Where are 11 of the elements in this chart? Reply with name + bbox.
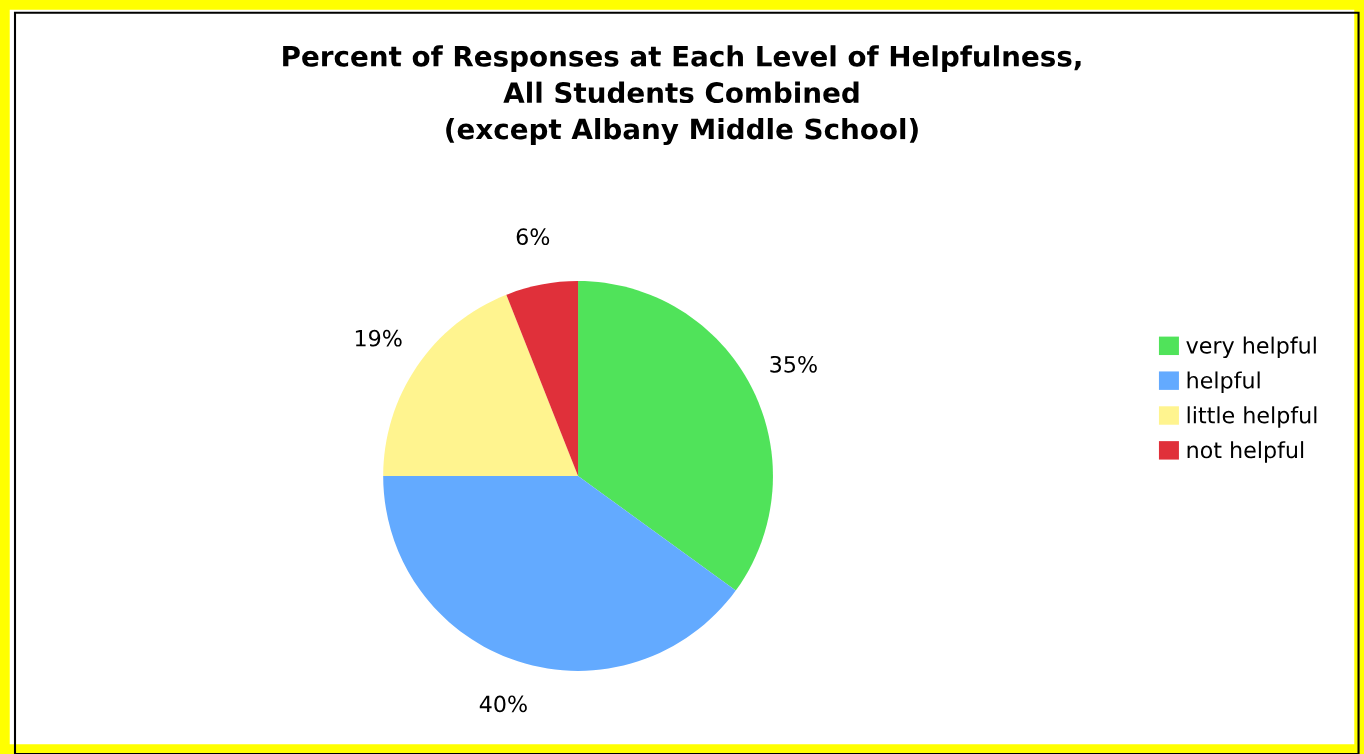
data-label: 6% — [516, 228, 550, 246]
legend-label: very helpful — [1186, 336, 1316, 359]
chart-title: Percent of Responses at Each Level of Helpfulness, All Students Combined (except Albany Middle School) — [283, 45, 1081, 146]
pie-slice — [383, 476, 736, 671]
legend-label: not helpful — [1187, 441, 1304, 463]
data-label: 19% — [355, 329, 402, 347]
data-label: 35% — [770, 355, 817, 373]
legend-label: little helpful — [1187, 406, 1317, 428]
data-label: 40% — [479, 695, 527, 713]
pie-slice — [506, 281, 579, 476]
legend-label: helpful — [1187, 371, 1260, 393]
